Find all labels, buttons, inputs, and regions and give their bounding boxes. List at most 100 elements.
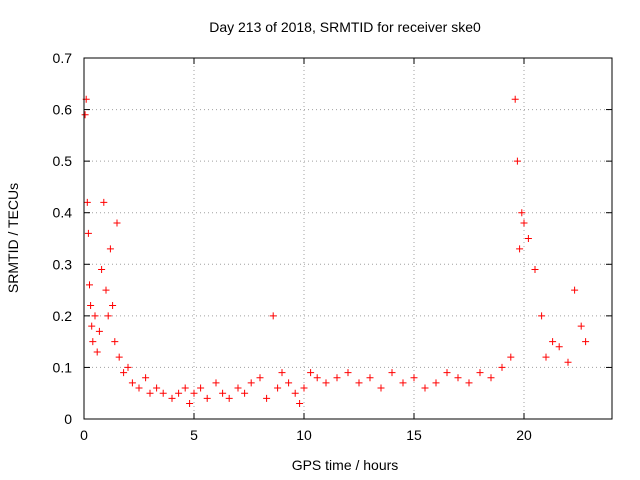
data-point	[555, 343, 563, 351]
data-point	[93, 348, 101, 356]
data-point	[190, 389, 198, 397]
x-tick-label: 10	[296, 427, 312, 443]
data-points	[81, 95, 590, 408]
data-point	[322, 379, 330, 387]
data-point	[465, 379, 473, 387]
data-point	[511, 95, 519, 103]
y-tick-label: 0.2	[53, 308, 73, 324]
data-point	[186, 400, 194, 408]
data-point	[487, 374, 495, 382]
data-point	[443, 369, 451, 377]
data-point	[219, 389, 227, 397]
data-point	[296, 400, 304, 408]
data-point	[507, 353, 515, 361]
data-point	[542, 353, 550, 361]
data-point	[81, 111, 89, 119]
data-point	[518, 209, 526, 217]
data-point	[531, 265, 539, 273]
data-point	[212, 379, 220, 387]
data-point	[106, 245, 114, 253]
data-point	[111, 338, 119, 346]
data-point	[115, 353, 123, 361]
y-tick-label: 0.7	[53, 50, 73, 66]
data-point	[234, 384, 242, 392]
data-point	[89, 338, 97, 346]
data-point	[83, 198, 91, 206]
data-point	[102, 286, 110, 294]
data-point	[313, 374, 321, 382]
data-point	[159, 389, 167, 397]
data-point	[128, 379, 136, 387]
data-point	[278, 369, 286, 377]
data-point	[377, 384, 385, 392]
data-point	[344, 369, 352, 377]
y-tick-label: 0.6	[53, 102, 73, 118]
data-point	[524, 235, 532, 242]
data-point	[98, 265, 106, 273]
data-point	[104, 312, 112, 320]
data-point	[120, 369, 128, 377]
data-point	[355, 379, 363, 387]
data-point	[241, 389, 249, 397]
data-point	[86, 281, 93, 289]
data-point	[109, 302, 117, 310]
plot-frame	[83, 57, 613, 420]
data-point	[549, 338, 557, 346]
x-axis-label: GPS time / hours	[292, 457, 399, 473]
data-point	[84, 229, 92, 237]
data-point	[476, 369, 484, 377]
data-point	[113, 219, 121, 227]
data-point	[516, 245, 524, 253]
data-point	[285, 379, 293, 387]
data-point	[432, 379, 440, 387]
data-point	[146, 389, 154, 397]
data-point	[168, 394, 176, 402]
chart-title: Day 213 of 2018, SRMTID for receiver ske…	[209, 19, 481, 35]
data-point	[421, 384, 429, 392]
data-point	[454, 374, 462, 382]
data-point	[388, 369, 396, 377]
data-point	[225, 394, 233, 402]
data-point	[100, 198, 108, 206]
data-point	[513, 157, 521, 165]
data-point	[564, 358, 572, 366]
data-point	[142, 374, 150, 382]
y-tick-label: 0	[64, 411, 72, 427]
data-point	[203, 394, 211, 402]
data-point	[307, 369, 315, 377]
data-point	[175, 389, 183, 397]
data-point	[498, 363, 506, 371]
data-point	[197, 384, 205, 392]
data-point	[124, 363, 132, 371]
data-point	[399, 379, 407, 387]
x-tick-label: 5	[190, 427, 198, 443]
data-point	[520, 219, 528, 227]
data-point	[269, 312, 277, 320]
data-point	[135, 384, 143, 392]
data-point	[95, 327, 103, 335]
data-point	[91, 312, 99, 320]
data-point	[577, 322, 585, 330]
x-tick-label: 20	[516, 427, 532, 443]
data-point	[366, 374, 374, 382]
y-tick-label: 0.1	[53, 359, 73, 375]
x-tick-label: 0	[80, 427, 88, 443]
data-point	[263, 394, 271, 402]
data-point	[88, 322, 96, 330]
y-tick-label: 0.4	[53, 205, 73, 221]
data-point	[181, 384, 189, 392]
x-tick-label: 15	[406, 427, 422, 443]
y-axis-label: SRMTID / TECUs	[5, 183, 21, 293]
data-point	[333, 374, 341, 382]
y-tick-label: 0.5	[53, 153, 73, 169]
grid	[84, 58, 612, 419]
data-point	[410, 374, 418, 382]
data-point	[571, 286, 579, 294]
data-point	[256, 374, 264, 382]
data-point	[300, 384, 308, 392]
data-point	[291, 389, 299, 397]
axis-ticks: 0 5 10 15 20 0 0.1 0.2 0.3 0.4 0.5 0.6 0.7	[53, 50, 612, 443]
data-point	[153, 384, 161, 392]
data-point	[538, 312, 546, 320]
